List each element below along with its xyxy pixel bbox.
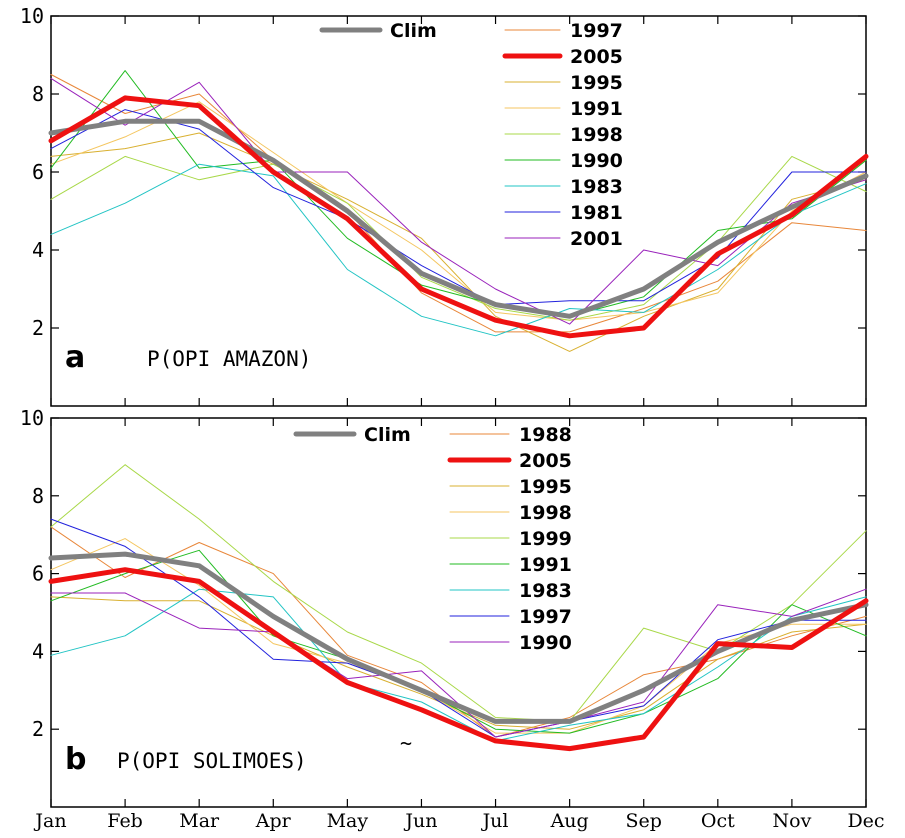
legend-label: 1997 bbox=[519, 606, 572, 628]
legend-label: 1995 bbox=[519, 476, 572, 498]
legend-label: 2005 bbox=[570, 46, 623, 68]
x-tick-label: Jul bbox=[481, 810, 509, 832]
series-line-1991 bbox=[50, 549, 867, 734]
legend-label: 1997 bbox=[570, 20, 623, 42]
y-tick-label: 8 bbox=[32, 82, 44, 106]
legend-label: 1988 bbox=[519, 424, 572, 446]
plot-frame bbox=[50, 15, 867, 407]
x-tick-label: Dec bbox=[847, 810, 884, 832]
x-tick-label: Nov bbox=[773, 810, 812, 832]
chart-panel-a: 2 4 6 8 10 Clim 1997 2005 1995 1991 1998 1990 1983 19… bbox=[20, 4, 869, 407]
x-tick-label: Jan bbox=[33, 810, 66, 832]
y-tick-label: 4 bbox=[32, 639, 44, 663]
legend-label: 1999 bbox=[519, 528, 572, 550]
panel-title: P(OPI SOLIMOES) bbox=[117, 749, 307, 773]
legend-label: 1983 bbox=[570, 176, 623, 198]
y-tick-label: 6 bbox=[32, 562, 44, 586]
series-line-1997 bbox=[50, 74, 867, 333]
series-line-1997 bbox=[50, 518, 867, 738]
legend-label: Clim bbox=[364, 424, 411, 446]
panel-letter: a bbox=[65, 340, 85, 375]
series-line-2005 bbox=[48, 95, 869, 339]
x-tick-label: May bbox=[327, 810, 369, 832]
legend-label: 2005 bbox=[519, 450, 572, 472]
x-tick-label: Jun bbox=[403, 810, 437, 832]
legend-label: 1998 bbox=[519, 502, 572, 524]
series-line-1990 bbox=[50, 588, 867, 738]
legend-label: 1990 bbox=[570, 150, 623, 172]
x-tick-label: Apr bbox=[255, 810, 292, 832]
legend-label: 1983 bbox=[519, 580, 572, 602]
y-tick-label: 8 bbox=[32, 484, 44, 508]
legend-label: 2001 bbox=[570, 228, 623, 250]
legend-label: 1991 bbox=[570, 98, 623, 120]
series-line-1995 bbox=[50, 132, 867, 352]
panel-letter: b bbox=[65, 742, 86, 777]
legend-label: Clim bbox=[390, 20, 437, 42]
x-tick-label: Feb bbox=[107, 810, 143, 832]
x-tick-label: Oct bbox=[701, 810, 735, 832]
x-tick-label: Mar bbox=[179, 810, 220, 832]
series-line-clim bbox=[48, 118, 869, 319]
legend-label: 1991 bbox=[519, 554, 572, 576]
series-line-1983 bbox=[50, 588, 867, 742]
panel-extra-mark: ~ bbox=[400, 731, 412, 755]
legend-label: 1990 bbox=[519, 632, 572, 654]
series-line-2001 bbox=[50, 77, 867, 325]
series-line-1999 bbox=[50, 464, 867, 722]
series-line-1998 bbox=[50, 155, 867, 321]
series-line-1991 bbox=[50, 101, 867, 321]
x-tick-label: Aug bbox=[550, 810, 589, 832]
legend-label: 1995 bbox=[570, 72, 623, 94]
y-tick-label: 10 bbox=[20, 4, 44, 28]
y-tick-label: 10 bbox=[20, 406, 44, 430]
legend-label: 1981 bbox=[570, 202, 623, 224]
y-tick-label: 4 bbox=[32, 238, 44, 262]
plot-frame bbox=[50, 417, 867, 808]
y-tick-label: 2 bbox=[32, 717, 44, 741]
chart-panel-b: 2 4 6 8 10 Jan Feb Mar Apr May Jun Jul Aug Sep Oct Nov D… bbox=[20, 406, 885, 832]
legend-label: 1998 bbox=[570, 124, 623, 146]
y-tick-label: 2 bbox=[32, 316, 44, 340]
panel-title: P(OPI AMAZON) bbox=[147, 347, 311, 371]
series-line-1981 bbox=[50, 109, 867, 306]
series-line-2005 bbox=[48, 567, 869, 752]
y-tick-label: 6 bbox=[32, 160, 44, 184]
series-line-1983 bbox=[50, 163, 867, 337]
x-tick-label: Sep bbox=[626, 810, 662, 832]
series-line-1990 bbox=[50, 70, 867, 317]
